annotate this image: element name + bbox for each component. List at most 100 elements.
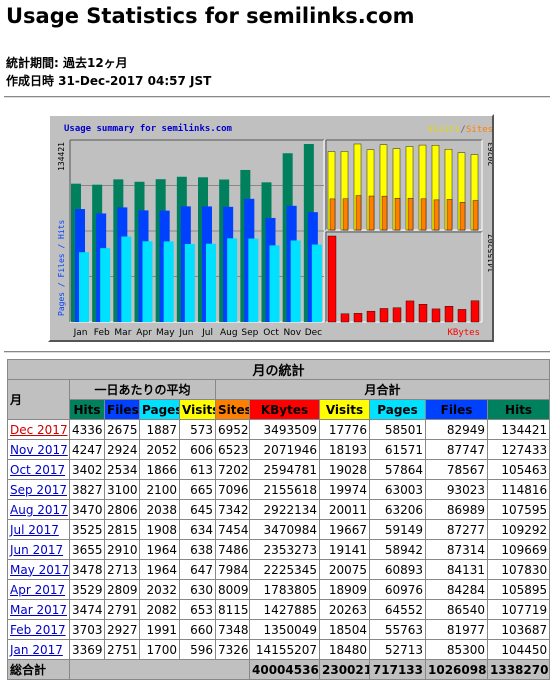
col-daily-hits: Hits (69, 399, 105, 420)
grand-total-row: 総合計 40004536 230021 717133 1026098 13382… (7, 659, 551, 680)
total-sites-cell: 7096 (215, 479, 250, 500)
total-pages-cell: 60976 (369, 579, 426, 600)
daily-files-cell: 2924 (104, 439, 140, 460)
total-hits-cell: 107595 (486, 499, 551, 520)
daily-files-cell: 2751 (104, 639, 140, 660)
grand-total-hits: 1338270 (486, 659, 551, 680)
bar-kbytes-aug (418, 304, 428, 323)
total-visits-cell: 20011 (319, 499, 370, 520)
total-kbytes-cell: 3470984 (249, 519, 320, 540)
table-row: Sep 2017 3827 3100 2100 665 7096 2155618 19974 6… (7, 479, 551, 500)
month-link[interactable]: Feb 2017 (10, 622, 66, 637)
panel-visits-frame (326, 140, 482, 230)
month-link[interactable]: Sep 2017 (10, 482, 67, 497)
month-link[interactable]: Mar 2017 (10, 602, 67, 617)
total-kbytes-cell: 14155207 (249, 639, 320, 660)
bar-kbytes-dec (470, 300, 480, 323)
month-link[interactable]: Aug 2017 (10, 502, 68, 517)
col-total-pages: Pages (369, 399, 426, 420)
total-sites-cell: 7486 (215, 539, 250, 560)
total-files-cell: 84131 (425, 559, 488, 580)
usage-summary-chart: Usage summary for semilinks.com Visits / Si… (48, 114, 494, 342)
total-files-cell: 81977 (425, 619, 488, 640)
month-link[interactable]: Nov 2017 (10, 442, 68, 457)
daily-hits-cell: 3478 (69, 559, 105, 580)
total-files-cell: 87277 (425, 519, 488, 540)
bar-sites-dec (472, 200, 479, 231)
grand-total-visits: 230021 (319, 659, 370, 680)
daily-pages-cell: 2100 (139, 479, 180, 500)
daily-hits-cell: 3369 (69, 639, 105, 660)
x-tick-oct: Oct (263, 328, 279, 338)
total-hits-cell: 109669 (486, 539, 551, 560)
daily-average-header: 一日あたりの平均 (69, 379, 216, 400)
bar-kbytes-mar (353, 313, 363, 323)
bar-kbytes-jun (392, 307, 402, 323)
total-pages-cell: 58942 (369, 539, 426, 560)
bar-kbytes-nov (457, 309, 467, 323)
daily-hits-cell: 4247 (69, 439, 105, 460)
month-cell: Mar 2017 (7, 599, 70, 620)
daily-files-cell: 2806 (104, 499, 140, 520)
usage-chart-svg: Usage summary for semilinks.com Visits / Si… (57, 123, 492, 338)
grand-total-kbytes: 40004536 (249, 659, 320, 680)
table-row: Jul 2017 3525 2815 1908 634 7454 3470984 19667 5… (7, 519, 551, 540)
bar-pages-jul (206, 243, 216, 322)
x-tick-mar: Mar (114, 328, 131, 338)
month-cell: Dec 2017 (7, 419, 70, 440)
total-files-cell: 85300 (425, 639, 488, 660)
month-cell: Jun 2017 (7, 539, 70, 560)
month-cell: Apr 2017 (7, 579, 70, 600)
daily-files-cell: 3100 (104, 479, 140, 500)
total-kbytes-cell: 2594781 (249, 459, 320, 480)
table-title: 月の統計 (6, 359, 551, 380)
month-cell: Nov 2017 (7, 439, 70, 460)
bar-sites-jul (407, 198, 414, 231)
total-visits-cell: 18504 (319, 619, 370, 640)
month-cell: Aug 2017 (7, 499, 70, 520)
daily-files-cell: 2927 (104, 619, 140, 640)
bar-kbytes-may (379, 308, 389, 323)
month-header: 月 (7, 379, 70, 420)
daily-pages-cell: 2032 (139, 579, 180, 600)
total-files-cell: 87314 (425, 539, 488, 560)
total-sites-cell: 8009 (215, 579, 250, 600)
total-kbytes-cell: 2071946 (249, 439, 320, 460)
month-link[interactable]: Jun 2017 (10, 542, 64, 557)
divider (4, 351, 550, 353)
daily-pages-cell: 2038 (139, 499, 180, 520)
total-hits-cell: 105463 (486, 459, 551, 480)
total-hits-cell: 109292 (486, 519, 551, 540)
month-link[interactable]: Dec 2017 (10, 422, 68, 437)
daily-files-cell: 2534 (104, 459, 140, 480)
table-row: Nov 2017 4247 2924 2052 606 6523 2071946 18193 6… (7, 439, 551, 460)
daily-hits-cell: 3470 (69, 499, 105, 520)
total-hits-cell: 107830 (486, 559, 551, 580)
total-pages-cell: 57864 (369, 459, 426, 480)
total-kbytes-cell: 1783805 (249, 579, 320, 600)
month-link[interactable]: Jul 2017 (10, 522, 59, 537)
month-link[interactable]: May 2017 (10, 562, 70, 577)
daily-hits-cell: 3529 (69, 579, 105, 600)
bar-pages-jun (184, 243, 195, 322)
total-files-cell: 86540 (425, 599, 488, 620)
bar-sites-aug (420, 198, 427, 231)
bar-sites-mar (355, 195, 362, 231)
y-axis-label-hits: Pages / Files / Hits (57, 219, 66, 316)
table-row: Aug 2017 3470 2806 2038 645 7342 2922134 20011 6… (7, 499, 551, 520)
col-daily-files: Files (104, 399, 140, 420)
total-visits-cell: 18480 (319, 639, 370, 660)
table-row: Dec 2017 4336 2675 1887 573 6952 3493509 17776 5… (7, 419, 551, 440)
bar-sites-jun (394, 198, 401, 231)
month-link[interactable]: Oct 2017 (10, 462, 66, 477)
bar-sites-oct (446, 199, 453, 231)
generated-timestamp: 作成日時 31-Dec-2017 04:57 JST (6, 74, 212, 88)
divider (4, 96, 550, 98)
total-visits-cell: 17776 (319, 419, 370, 440)
daily-visits-cell: 653 (179, 599, 216, 620)
table-row: Jun 2017 3655 2910 1964 638 7486 2353273 19141 5… (7, 539, 551, 560)
table-row: Apr 2017 3529 2809 2032 630 8009 1783805 18909 6… (7, 579, 551, 600)
month-link[interactable]: Apr 2017 (10, 582, 66, 597)
daily-pages-cell: 1887 (139, 419, 180, 440)
month-link[interactable]: Jan 2017 (10, 642, 63, 657)
